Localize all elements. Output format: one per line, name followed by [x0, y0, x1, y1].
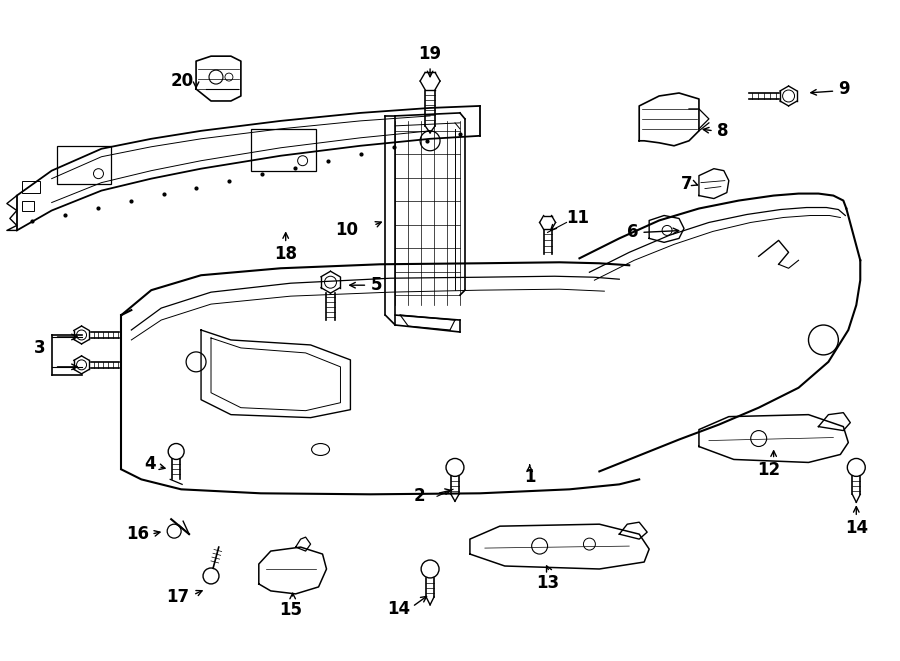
Text: 8: 8 — [717, 122, 728, 140]
Text: 14: 14 — [387, 600, 410, 618]
Text: 3: 3 — [34, 339, 46, 357]
Text: 20: 20 — [171, 72, 194, 90]
Text: 9: 9 — [839, 80, 850, 98]
Text: 19: 19 — [418, 45, 442, 63]
Text: 12: 12 — [757, 461, 780, 479]
Text: 10: 10 — [336, 221, 358, 239]
Text: 2: 2 — [413, 487, 425, 505]
Text: 6: 6 — [627, 223, 639, 241]
Text: 5: 5 — [370, 276, 382, 294]
Text: 14: 14 — [845, 519, 868, 537]
Text: 1: 1 — [524, 469, 536, 486]
Text: 7: 7 — [681, 175, 693, 192]
Text: 15: 15 — [279, 601, 302, 619]
Text: 16: 16 — [126, 525, 149, 543]
Text: 13: 13 — [536, 574, 559, 592]
Text: 11: 11 — [566, 210, 590, 227]
Text: 17: 17 — [166, 588, 189, 606]
Text: 18: 18 — [274, 245, 297, 263]
Text: 4: 4 — [145, 455, 157, 473]
